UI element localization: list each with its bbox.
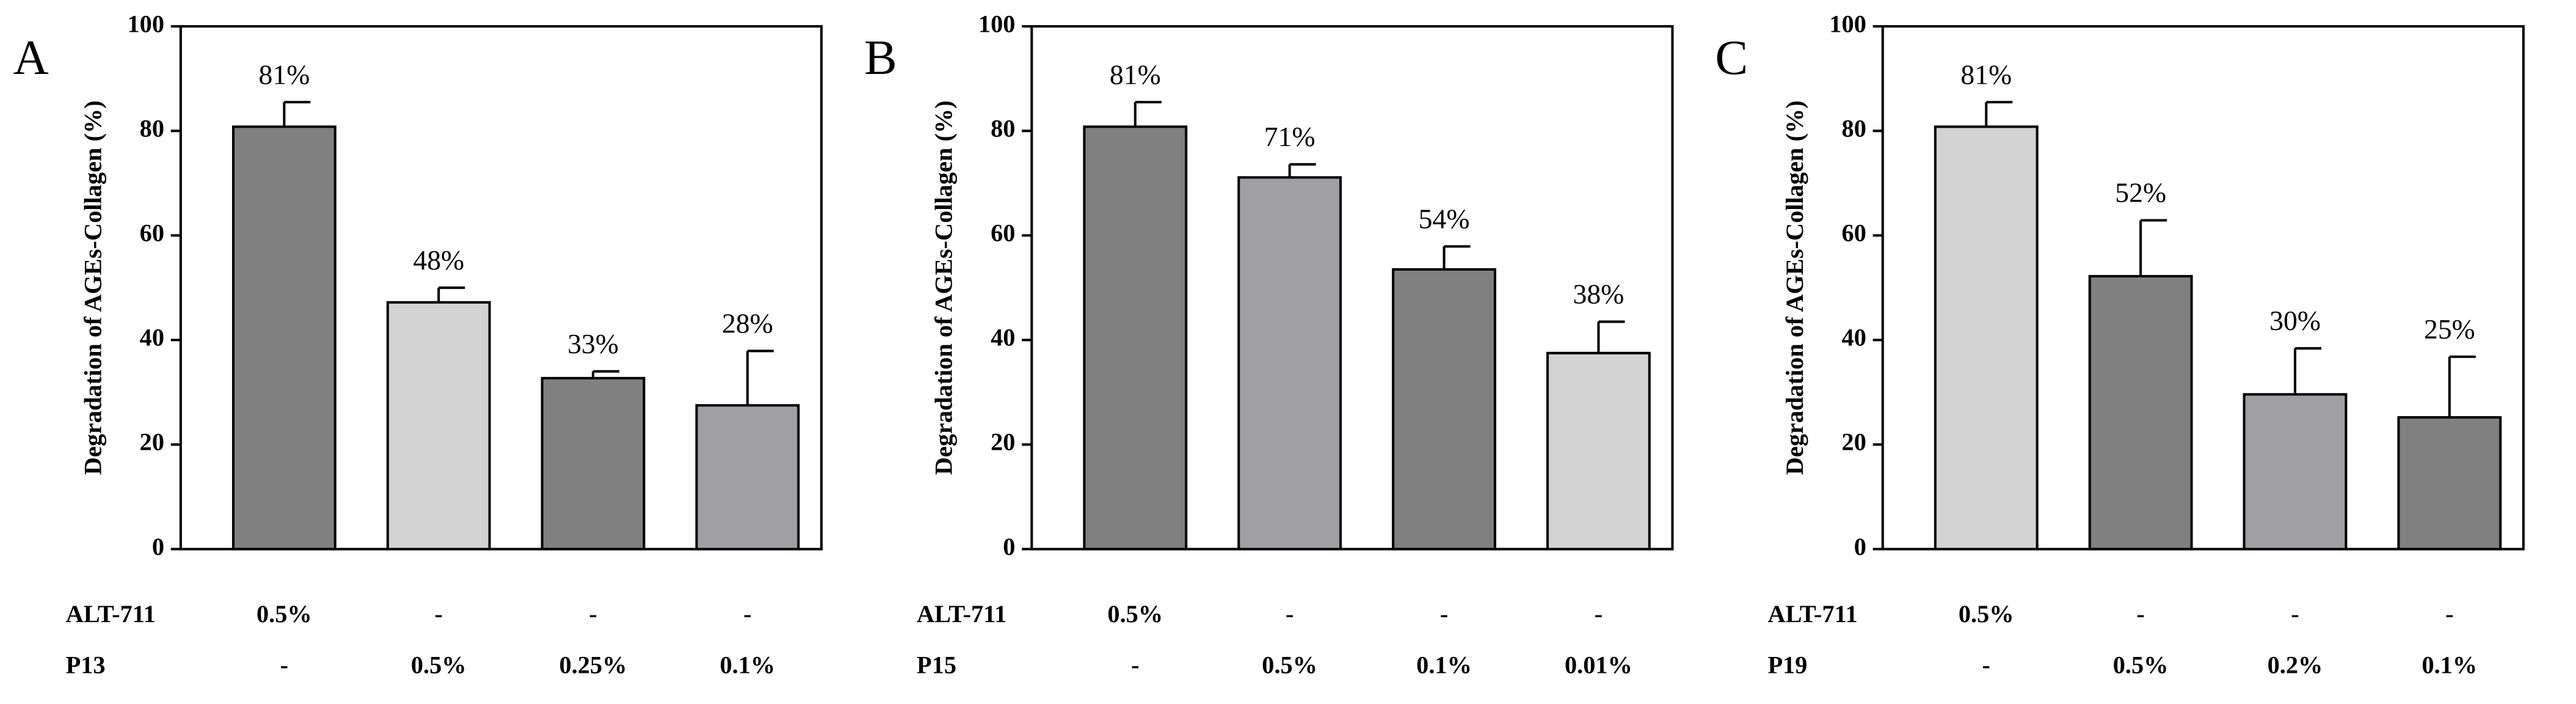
condition-label: - (1440, 600, 1448, 628)
condition-label: 0.1% (1416, 651, 1472, 678)
condition-label: - (1286, 600, 1293, 628)
y-tick-label: 20 (1842, 428, 1866, 456)
condition-label: 0.25% (559, 651, 627, 678)
row-label: ALT-711 (66, 600, 156, 628)
bar (2243, 393, 2348, 551)
value-label: 81% (1960, 59, 2012, 90)
value-label: 81% (258, 59, 310, 90)
plot-frame (1881, 25, 2525, 551)
value-label: 54% (1419, 203, 1470, 234)
condition-label: - (1131, 651, 1139, 678)
y-axis-label: Degradation of AGEs-Collagen (%) (79, 100, 106, 475)
condition-label: - (280, 651, 288, 678)
y-axis-label: Degradation of AGEs-Collagen (%) (1781, 100, 1808, 475)
y-tick-label: 40 (991, 324, 1015, 351)
y-tick-label: 0 (1003, 533, 1015, 560)
condition-label: 0.1% (2421, 651, 2477, 678)
y-axis-label: Degradation of AGEs-Collagen (%) (930, 100, 958, 475)
y-tick-label: 80 (991, 114, 1015, 142)
value-label: 48% (413, 244, 464, 276)
bar (2397, 416, 2502, 551)
value-label: 38% (1573, 279, 1625, 310)
bar (1934, 125, 2039, 551)
condition-label: - (2445, 600, 2453, 628)
y-tick-label: 80 (1842, 114, 1866, 142)
bar (231, 125, 337, 551)
y-tick-label: 0 (152, 533, 164, 560)
y-tick-label: 100 (127, 10, 164, 37)
value-label: 25% (2424, 314, 2475, 345)
y-tick-label: 20 (991, 428, 1015, 456)
y-tick-label: 40 (140, 324, 164, 351)
row-label: P19 (1767, 651, 1807, 678)
value-label: 71% (1264, 121, 1315, 152)
bar (1546, 351, 1651, 551)
y-tick-label: 80 (140, 114, 164, 142)
row-label: P15 (917, 651, 956, 678)
condition-label: - (589, 600, 597, 628)
y-tick-label: 40 (1842, 324, 1866, 351)
value-label: 33% (567, 328, 619, 359)
y-tick-label: 100 (978, 10, 1016, 37)
condition-label: 0.5% (1262, 651, 1317, 678)
condition-label: 0.5% (2113, 651, 2169, 678)
panel-label: A (13, 31, 49, 85)
y-tick-label: 60 (991, 219, 1015, 247)
bar (1083, 125, 1188, 551)
panel-label: B (864, 31, 897, 85)
y-tick-label: 0 (1854, 533, 1866, 560)
row-label: ALT-711 (917, 600, 1006, 628)
bar (1392, 268, 1496, 551)
value-label: 81% (1110, 59, 1161, 90)
value-label: 30% (2269, 305, 2321, 336)
condition-label: 0.5% (257, 600, 312, 628)
condition-label: - (1595, 600, 1603, 628)
condition-label: - (1982, 651, 1990, 678)
condition-label: - (435, 600, 443, 628)
condition-label: - (743, 600, 751, 628)
bar (1237, 176, 1342, 551)
panel-label: C (1715, 31, 1748, 85)
condition-label: - (2291, 600, 2299, 628)
y-tick-label: 60 (140, 219, 164, 247)
row-label: ALT-711 (1767, 600, 1857, 628)
condition-label: 0.1% (720, 651, 776, 678)
bar (540, 376, 646, 551)
bar (2088, 274, 2193, 551)
condition-label: - (2136, 600, 2144, 628)
condition-label: 0.5% (1107, 600, 1163, 628)
condition-label: 0.5% (411, 651, 467, 678)
condition-label: 0.5% (1959, 600, 2014, 628)
plot-frame (1030, 25, 1674, 551)
condition-label: 0.2% (2268, 651, 2323, 678)
condition-label: 0.01% (1565, 651, 1632, 678)
y-tick-label: 60 (1842, 219, 1866, 247)
y-tick-label: 20 (140, 428, 164, 456)
value-label: 28% (722, 307, 773, 339)
bar (386, 301, 491, 551)
bar (695, 404, 800, 551)
y-tick-label: 100 (1829, 10, 1866, 37)
row-label: P13 (66, 651, 106, 678)
plot-frame (179, 25, 823, 551)
value-label: 52% (2115, 177, 2166, 208)
